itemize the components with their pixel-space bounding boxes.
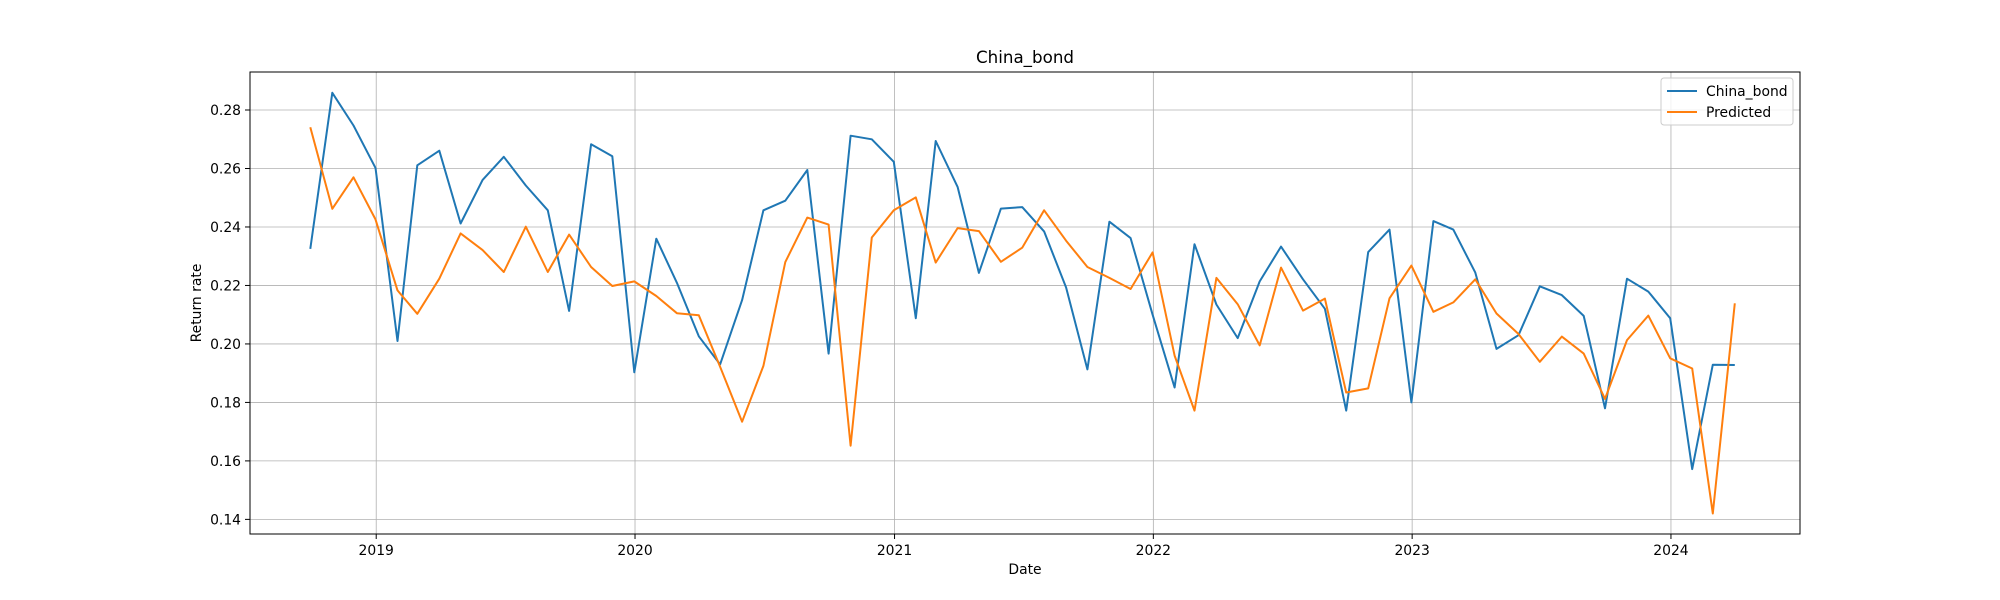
legend-box xyxy=(1660,77,1794,126)
x-tick-label: 2024 xyxy=(1653,543,1689,559)
y-tick-label: 0.28 xyxy=(210,103,241,119)
series-layer xyxy=(309,91,1736,515)
y-tick-label: 0.20 xyxy=(210,337,241,353)
series-line-predicted xyxy=(309,127,1736,515)
y-tick-label: 0.18 xyxy=(210,395,241,411)
legend-label-china-bond: China_bond xyxy=(1706,84,1788,100)
x-axis-title: Date xyxy=(1008,562,1041,578)
y-tick-label: 0.24 xyxy=(210,220,241,236)
y-axis-title: Return rate xyxy=(189,264,205,343)
chart-title: China_bond xyxy=(976,47,1074,68)
y-tick-label: 0.16 xyxy=(210,454,241,470)
plot-frame xyxy=(249,71,1801,535)
series-line-china-bond xyxy=(309,91,1735,471)
y-tick-label: 0.22 xyxy=(210,278,241,294)
x-tick-label: 2019 xyxy=(359,543,394,559)
y-tick-label: 0.26 xyxy=(210,161,241,177)
x-tick-label: 2021 xyxy=(877,543,912,559)
legend-label-predicted: Predicted xyxy=(1706,105,1771,121)
tick-layer: 2019 2020 2021 2022 2023 2024 0.14 0.16 0.18 0.20… xyxy=(210,103,1689,559)
y-tick-label: 0.14 xyxy=(210,512,241,528)
x-tick-label: 2023 xyxy=(1394,543,1429,559)
x-tick-label: 2022 xyxy=(1136,543,1171,559)
grid-layer xyxy=(250,72,1800,534)
legend: China_bond Predicted xyxy=(1660,77,1794,126)
x-tick-label: 2020 xyxy=(617,543,652,559)
